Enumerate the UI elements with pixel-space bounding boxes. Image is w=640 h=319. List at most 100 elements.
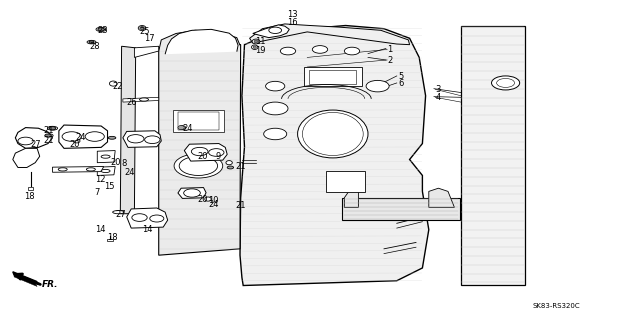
Ellipse shape: [113, 211, 124, 214]
Circle shape: [89, 41, 94, 43]
Text: 26: 26: [127, 98, 138, 107]
Circle shape: [266, 81, 285, 91]
Text: 28: 28: [90, 42, 100, 51]
Ellipse shape: [86, 168, 95, 171]
Text: 24: 24: [208, 200, 218, 209]
Circle shape: [174, 154, 223, 178]
Ellipse shape: [101, 155, 110, 158]
Circle shape: [280, 47, 296, 55]
Ellipse shape: [298, 110, 368, 158]
Text: 21: 21: [44, 126, 54, 135]
Circle shape: [497, 78, 515, 87]
Polygon shape: [184, 144, 227, 161]
Circle shape: [264, 128, 287, 140]
Circle shape: [262, 102, 288, 115]
Polygon shape: [159, 38, 241, 255]
Text: 18: 18: [108, 233, 118, 242]
Circle shape: [492, 76, 520, 90]
Text: 8: 8: [122, 159, 127, 168]
Ellipse shape: [109, 81, 117, 86]
Text: 20: 20: [69, 140, 79, 149]
Ellipse shape: [205, 197, 211, 201]
Text: 12: 12: [95, 175, 105, 184]
Text: 11: 11: [255, 37, 265, 46]
Circle shape: [269, 27, 282, 33]
Text: 5: 5: [398, 72, 403, 81]
Polygon shape: [253, 25, 289, 38]
Circle shape: [45, 134, 51, 137]
Text: 24: 24: [76, 133, 86, 142]
Text: 1: 1: [387, 45, 392, 54]
Circle shape: [18, 137, 33, 145]
Text: 10: 10: [208, 197, 218, 205]
Polygon shape: [13, 272, 38, 285]
Ellipse shape: [179, 126, 186, 130]
Polygon shape: [250, 24, 410, 45]
Text: 16: 16: [287, 18, 298, 27]
Text: 27: 27: [31, 140, 42, 149]
Ellipse shape: [140, 26, 145, 30]
Ellipse shape: [140, 98, 148, 101]
Circle shape: [49, 127, 56, 130]
Ellipse shape: [253, 46, 257, 48]
Bar: [107, 239, 113, 241]
Text: 6: 6: [398, 79, 403, 88]
Ellipse shape: [96, 27, 106, 32]
Text: 20: 20: [197, 152, 207, 161]
Ellipse shape: [47, 126, 58, 130]
Circle shape: [191, 147, 208, 156]
Bar: [309, 70, 356, 84]
Polygon shape: [120, 46, 136, 214]
Polygon shape: [97, 167, 115, 175]
Text: 9: 9: [215, 152, 220, 161]
Polygon shape: [13, 148, 40, 167]
Text: 25: 25: [140, 27, 150, 36]
Ellipse shape: [138, 26, 146, 31]
Text: FR.: FR.: [42, 280, 58, 289]
Text: 20: 20: [110, 158, 120, 167]
Text: 3: 3: [435, 85, 440, 94]
Circle shape: [366, 80, 389, 92]
Text: 24: 24: [125, 168, 135, 177]
Polygon shape: [14, 274, 37, 286]
Circle shape: [179, 156, 218, 175]
Ellipse shape: [87, 41, 96, 44]
Circle shape: [145, 136, 160, 144]
Circle shape: [132, 214, 147, 221]
Text: 20: 20: [197, 195, 207, 204]
Ellipse shape: [252, 39, 260, 44]
Circle shape: [127, 135, 144, 143]
Bar: [173, 110, 224, 132]
Bar: [177, 112, 219, 130]
Ellipse shape: [101, 169, 110, 173]
Text: 22: 22: [112, 82, 122, 91]
Text: 17: 17: [144, 34, 155, 43]
Ellipse shape: [43, 134, 53, 137]
Circle shape: [209, 149, 224, 156]
Ellipse shape: [58, 168, 67, 171]
Polygon shape: [123, 131, 161, 147]
Polygon shape: [461, 26, 525, 285]
Text: 19: 19: [255, 46, 265, 55]
Text: 2: 2: [387, 56, 392, 65]
Text: 21: 21: [44, 137, 54, 145]
Text: 13: 13: [287, 10, 298, 19]
Text: 24: 24: [182, 124, 193, 133]
Polygon shape: [15, 128, 52, 148]
Polygon shape: [429, 188, 454, 207]
Text: 4: 4: [435, 93, 440, 102]
Bar: [28, 187, 33, 190]
Ellipse shape: [178, 126, 184, 130]
Polygon shape: [134, 46, 159, 57]
Text: SK83-RS320C: SK83-RS320C: [533, 303, 580, 309]
Polygon shape: [240, 26, 429, 286]
Polygon shape: [342, 198, 460, 220]
Circle shape: [184, 189, 200, 197]
Bar: [304, 67, 362, 86]
Ellipse shape: [108, 137, 116, 139]
Polygon shape: [165, 29, 238, 54]
Polygon shape: [159, 30, 240, 51]
Text: 21: 21: [236, 201, 246, 210]
Polygon shape: [178, 188, 206, 198]
Polygon shape: [52, 167, 104, 172]
